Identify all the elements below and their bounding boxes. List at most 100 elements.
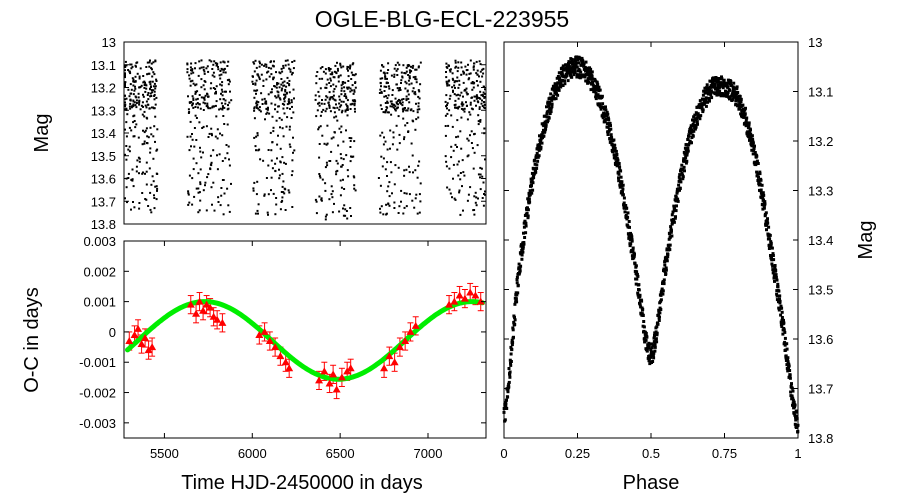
phased-point	[599, 107, 603, 111]
phased-point	[632, 254, 636, 258]
light-curve-point	[474, 95, 477, 98]
light-curve-point	[213, 60, 216, 63]
light-curve-point	[252, 61, 255, 64]
phased-point	[570, 58, 574, 61]
light-curve-point	[411, 154, 414, 157]
light-curve-point	[230, 99, 233, 102]
light-curve-point	[470, 82, 473, 85]
light-curve-point	[221, 160, 224, 162]
light-curve-point	[199, 146, 201, 149]
light-curve-point	[196, 90, 199, 93]
light-curve-point	[456, 80, 458, 83]
light-curve-point	[472, 68, 475, 71]
phased-point	[605, 110, 609, 114]
light-curve-point	[222, 68, 225, 71]
light-curve-point	[385, 109, 388, 111]
phased-y-title: Mag	[855, 221, 877, 260]
light-curve-point	[227, 83, 230, 86]
light-curve-point	[218, 153, 221, 156]
light-curve-point	[221, 179, 224, 181]
light-curve-point	[395, 102, 398, 105]
phased-point	[663, 263, 667, 267]
light-curve-point	[464, 65, 467, 68]
light-curve-point	[258, 106, 261, 109]
light-curve-point	[396, 74, 399, 76]
light-curve-point	[223, 192, 226, 195]
phased-point	[527, 197, 531, 201]
light-curve-point	[454, 143, 457, 146]
light-curve-point	[387, 202, 390, 205]
phased-point	[682, 157, 686, 161]
phased-point	[780, 316, 784, 319]
light-curve-point	[353, 74, 356, 77]
light-curve-point	[216, 128, 219, 131]
light-curve-point	[460, 61, 463, 64]
light-curve-point	[475, 196, 478, 199]
y-tick-label: 13.6	[91, 172, 116, 187]
phased-point	[601, 102, 605, 106]
phased-point	[511, 326, 515, 330]
light-curve-point	[152, 61, 155, 64]
light-curve-point	[462, 72, 465, 75]
oc-point	[329, 370, 338, 378]
phased-point	[528, 200, 532, 204]
light-curve-point	[191, 203, 194, 206]
phased-point	[685, 153, 689, 157]
light-curve-point	[415, 118, 418, 121]
light-curve-point	[392, 103, 395, 106]
light-curve-point	[395, 69, 398, 72]
light-curve-point	[392, 131, 395, 134]
phased-point	[739, 97, 743, 101]
phased-point	[626, 215, 630, 219]
light-curve-point	[479, 119, 482, 121]
light-curve-point	[256, 73, 259, 76]
light-curve-point	[283, 93, 285, 96]
phased-point	[737, 99, 741, 103]
light-curve-point	[324, 110, 327, 113]
phased-point	[574, 59, 577, 63]
phased-point	[725, 83, 728, 87]
phased-point	[528, 193, 532, 197]
light-curve-point	[398, 142, 401, 145]
phased-point	[583, 75, 587, 79]
light-curve-point	[410, 70, 413, 73]
phased-point	[630, 239, 634, 243]
light-curve-point	[477, 173, 480, 176]
light-curve-point	[462, 171, 465, 174]
phased-point	[696, 122, 699, 126]
light-curve-point	[345, 210, 348, 212]
light-curve-point	[484, 158, 486, 161]
light-curve-point	[401, 108, 404, 111]
light-curve-point	[262, 85, 265, 87]
phased-point	[692, 115, 696, 119]
light-curve-point	[124, 74, 126, 77]
light-curve-point	[456, 106, 459, 109]
light-curve-point	[188, 149, 191, 152]
phased-point	[632, 256, 636, 260]
light-curve-point	[454, 59, 457, 62]
light-curve-point	[315, 82, 318, 85]
light-curve-point	[143, 110, 146, 113]
light-curve-point	[451, 125, 454, 128]
y-tick-label: 13.4	[808, 233, 833, 248]
light-curve-point	[152, 71, 155, 74]
light-curve-point	[317, 90, 320, 93]
light-curve-point	[405, 66, 408, 69]
phased-point	[741, 112, 745, 116]
phased-point	[545, 112, 549, 116]
light-curve-point	[417, 89, 420, 92]
light-curve-point	[251, 75, 254, 78]
light-curve-point	[124, 105, 126, 108]
light-curve-point	[253, 62, 256, 65]
light-curve-point	[133, 135, 136, 138]
phased-point	[771, 252, 775, 256]
phased-point	[792, 411, 796, 415]
light-curve-point	[329, 68, 332, 70]
light-curve-point	[283, 112, 286, 115]
light-curve-point	[350, 89, 353, 92]
light-curve-point	[325, 161, 328, 164]
light-curve-point	[385, 203, 388, 206]
light-curve-point	[273, 85, 276, 87]
light-curve-point	[251, 80, 254, 83]
